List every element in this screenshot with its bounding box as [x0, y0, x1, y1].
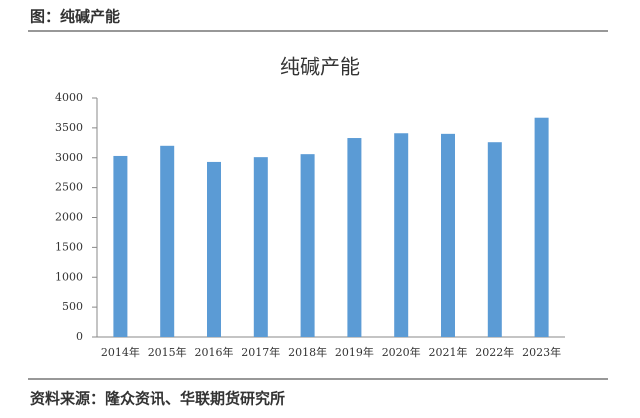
y-tick-label: 2000	[55, 211, 83, 224]
caption: 图：纯碱产能	[30, 8, 120, 26]
bar	[347, 138, 362, 337]
x-tick-label: 2020年	[382, 345, 421, 359]
y-tick-label: 3000	[55, 151, 83, 164]
bar	[207, 161, 221, 337]
x-tick-label: 2022年	[475, 345, 514, 359]
y-tick-label: 1500	[55, 240, 83, 253]
y-tick-label: 0	[76, 330, 83, 343]
x-tick-label: 2021年	[429, 345, 468, 359]
x-tick-label: 2018年	[288, 345, 327, 359]
bar	[160, 145, 175, 337]
bar	[300, 154, 315, 337]
x-tick-label: 2014年	[101, 345, 140, 359]
x-tick-label: 2023年	[522, 345, 561, 359]
y-tick-label: 500	[62, 300, 83, 313]
source: 资料来源：隆众资讯、华联期货研究所	[30, 390, 285, 408]
y-tick-label: 3500	[55, 121, 83, 134]
x-tick-label: 2015年	[148, 345, 187, 359]
y-tick-label: 4000	[55, 91, 83, 104]
bar	[441, 133, 455, 337]
x-tick-label: 2019年	[335, 345, 374, 359]
y-tick-label: 1000	[55, 270, 83, 283]
bar	[487, 142, 502, 337]
x-tick-label: 2016年	[195, 345, 234, 359]
bar	[253, 157, 268, 337]
bar	[394, 133, 409, 337]
bar	[534, 117, 549, 337]
y-tick-label: 2500	[55, 181, 83, 194]
x-tick-label: 2017年	[241, 345, 280, 359]
bar	[113, 155, 128, 337]
chart-title: 纯碱产能	[280, 55, 360, 79]
